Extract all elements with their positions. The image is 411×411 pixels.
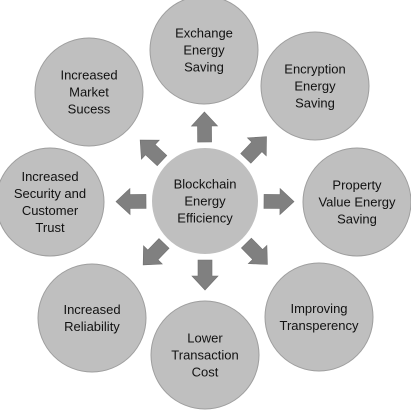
- node-label-exchange-energy-saving-line-3: Saving: [184, 60, 224, 75]
- node-label-property-value-energy-saving-line-2: Value Energy: [318, 195, 396, 210]
- node-label-exchange-energy-saving-line-1: Exchange: [175, 26, 233, 41]
- node-circle-increased-security-and-customer-trust: [0, 147, 105, 257]
- node-label-improving-transperency-line-2: Transperency: [280, 318, 359, 333]
- node-label-increased-market-sucess-line-2: Market: [69, 85, 109, 100]
- node-property-value-energy-saving: Property Value Energy Saving: [302, 147, 411, 257]
- node-label-increased-security-and-customer-trust-line-1: Increased: [21, 169, 78, 184]
- node-label-lower-transaction-cost-line-2: Transaction: [171, 348, 238, 363]
- node-lower-transaction-cost: Lower Transaction Cost: [150, 300, 260, 410]
- node-label-increased-market-sucess-line-1: Increased: [60, 68, 117, 83]
- arrow-to-improving-transperency: [240, 237, 268, 265]
- center-circle: [148, 144, 262, 258]
- center-label-line-1: Blockchain: [174, 177, 237, 192]
- node-increased-security-and-customer-trust: Increased Security and Customer Trust: [0, 147, 105, 257]
- node-label-encryption-energy-saving-line-3: Saving: [295, 96, 335, 111]
- node-improving-transperency: Improving Transperency: [264, 262, 374, 372]
- node-circle-encryption-energy-saving: [260, 31, 370, 141]
- node-label-property-value-energy-saving-line-3: Saving: [337, 212, 377, 227]
- node-circle-exchange-energy-saving: [149, 0, 259, 105]
- node-circle-increased-reliability: [37, 263, 147, 373]
- center-label-line-2: Energy: [184, 194, 226, 209]
- center-node: Blockchain Energy Efficiency: [148, 144, 262, 258]
- node-circle-increased-market-sucess: [34, 37, 144, 147]
- node-circle-improving-transperency: [264, 262, 374, 372]
- node-label-encryption-energy-saving-line-2: Energy: [294, 79, 336, 94]
- arrow-to-exchange-energy-saving: [190, 111, 219, 143]
- node-encryption-energy-saving: Encryption Energy Saving: [260, 31, 370, 141]
- node-label-increased-market-sucess-line-3: Sucess: [68, 102, 111, 117]
- node-circle-property-value-energy-saving: [302, 147, 411, 257]
- node-label-increased-security-and-customer-trust-line-2: Security and: [14, 186, 86, 201]
- node-label-lower-transaction-cost-line-3: Cost: [192, 365, 219, 380]
- arrow-to-property-value-energy-saving: [263, 187, 295, 216]
- center-label-line-3: Efficiency: [177, 211, 233, 226]
- node-label-improving-transperency-line-1: Improving: [290, 301, 347, 316]
- node-label-increased-security-and-customer-trust-line-4: Trust: [35, 220, 65, 235]
- arrow-to-increased-reliability: [142, 238, 170, 266]
- node-label-increased-reliability-line-2: Reliability: [64, 319, 120, 334]
- node-increased-market-sucess: Increased Market Sucess: [34, 37, 144, 147]
- node-label-increased-security-and-customer-trust-line-3: Customer: [22, 203, 79, 218]
- node-label-encryption-energy-saving-line-1: Encryption: [284, 62, 345, 77]
- arrow-to-encryption-energy-saving: [240, 136, 267, 164]
- node-label-property-value-energy-saving-line-1: Property: [332, 178, 382, 193]
- node-label-increased-reliability-line-1: Increased: [63, 302, 120, 317]
- arrow-to-increased-market-sucess: [139, 139, 168, 167]
- arrow-to-lower-transaction-cost: [191, 259, 219, 291]
- arrow-to-increased-security-and-customer-trust: [115, 187, 147, 216]
- node-label-exchange-energy-saving-line-2: Energy: [183, 43, 225, 58]
- node-label-lower-transaction-cost-line-1: Lower: [187, 331, 223, 346]
- node-exchange-energy-saving: Exchange Energy Saving: [149, 0, 259, 105]
- node-circle-lower-transaction-cost: [150, 300, 260, 410]
- node-increased-reliability: Increased Reliability: [37, 263, 147, 373]
